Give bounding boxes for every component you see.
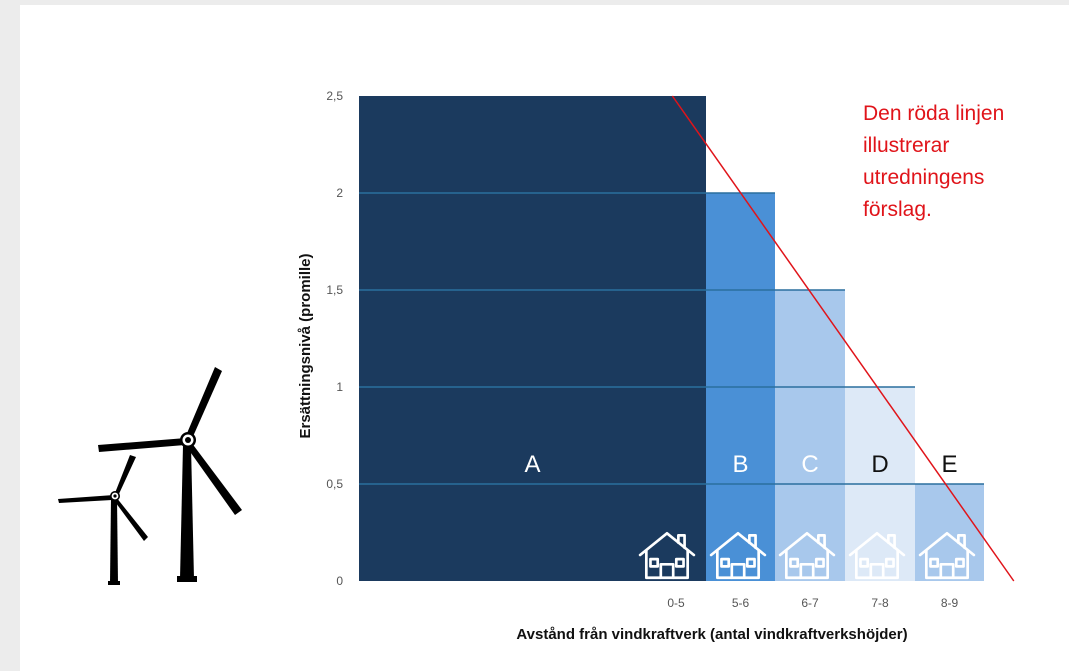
bar-6-7 (775, 290, 845, 581)
proposal-line (671, 95, 1015, 582)
x-tick-label: 0-5 (667, 596, 685, 610)
y-axis-title: Ersättningsnivå (promille) (297, 253, 314, 438)
category-letter-E: E (941, 451, 957, 478)
x-tick-label: 8-9 (941, 596, 959, 610)
category-letter-D: D (871, 451, 888, 478)
annotation-line-3: utredningens (863, 166, 984, 189)
bar-0-5 (359, 96, 706, 581)
x-tick-label: 6-7 (801, 596, 819, 610)
annotation-line-4: förslag. (863, 198, 932, 221)
x-axis-title: Avstånd från vindkraftverk (antal vindkr… (516, 626, 907, 643)
y-tick-label: 0,5 (326, 477, 343, 491)
y-tick-label: 2 (336, 186, 343, 200)
x-tick-label: 7-8 (871, 596, 889, 610)
annotation-line-2: illustrerar (863, 134, 949, 157)
wind-turbine-icon (58, 367, 242, 585)
category-letter-B: B (732, 451, 748, 478)
annotation-line-1: Den röda linjen (863, 102, 1004, 125)
chart-frame: A B C D E 0 0,5 1 1,5 2 2,5 0-5 5-6 6-7 7-8 8-9 Avstå… (20, 5, 1069, 671)
y-tick-label: 2,5 (326, 89, 343, 103)
y-tick-label: 0 (336, 574, 343, 588)
y-tick-label: 1,5 (326, 283, 343, 297)
proposal-line-group (671, 95, 1015, 582)
y-axis-ticks: 0 0,5 1 1,5 2 2,5 (326, 89, 343, 588)
y-tick-label: 1 (336, 380, 343, 394)
category-letter-A: A (524, 451, 540, 478)
category-letter-C: C (801, 451, 818, 478)
proposal-annotation: Den röda linjen illustrerar utredningens… (863, 102, 1010, 221)
bar-chart: A B C D E 0 0,5 1 1,5 2 2,5 0-5 5-6 6-7 7-8 8-9 Avstå… (58, 89, 1015, 643)
category-letters: A B C D E (524, 451, 957, 478)
gridlines (359, 192, 984, 485)
x-axis-ticks: 0-5 5-6 6-7 7-8 8-9 (667, 596, 958, 610)
x-tick-label: 5-6 (732, 596, 750, 610)
